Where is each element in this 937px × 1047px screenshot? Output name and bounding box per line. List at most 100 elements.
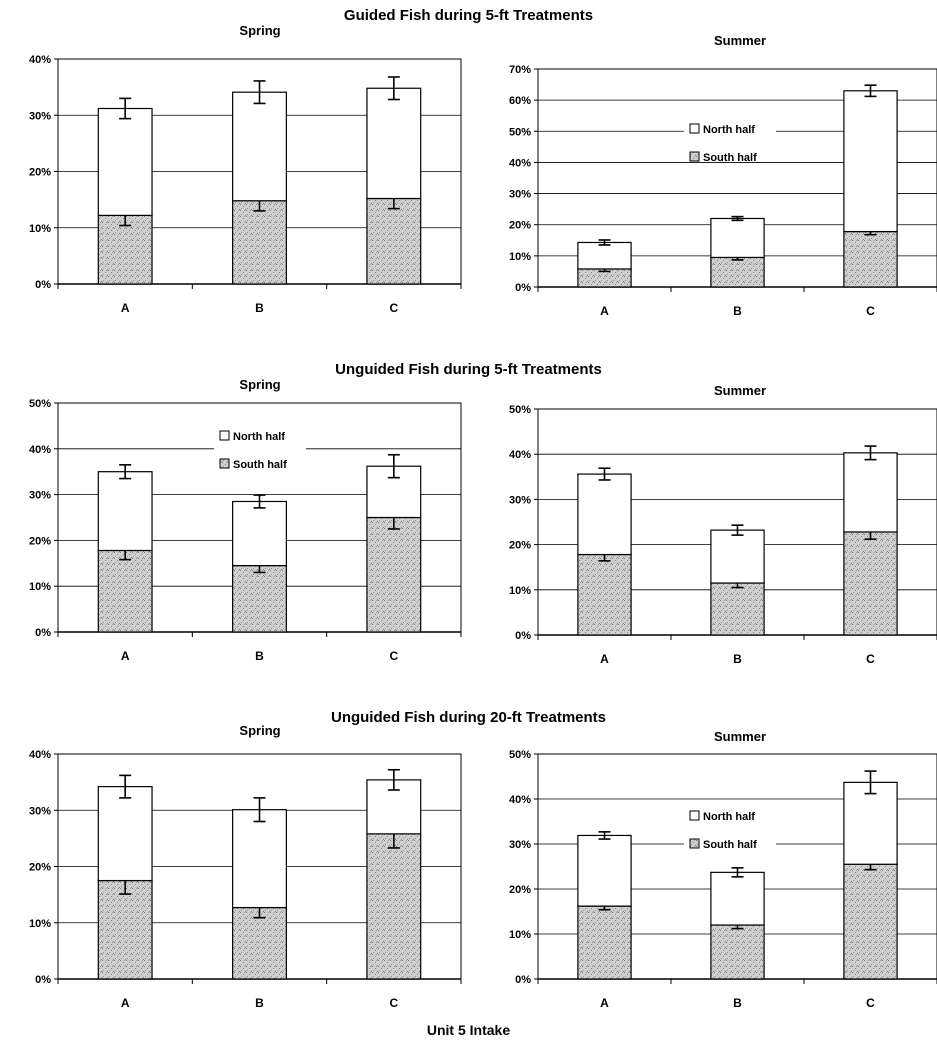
legend: North half South half bbox=[684, 114, 776, 164]
legend-label-north: North half bbox=[703, 811, 755, 823]
bar-north-half bbox=[710, 217, 765, 259]
y-tick-label: 10% bbox=[509, 251, 531, 263]
x-tick-label: C bbox=[866, 652, 875, 666]
legend-swatch-south bbox=[689, 838, 700, 849]
x-tick-label: B bbox=[733, 304, 742, 318]
section-title-unguided-5ft: Unguided Fish during 5-ft Treatments bbox=[335, 361, 602, 378]
x-tick-label: B bbox=[733, 996, 742, 1010]
y-tick-label: 30% bbox=[509, 189, 531, 201]
panel-title-unguided20-spring: Spring bbox=[239, 723, 281, 738]
bar-north-half bbox=[97, 786, 153, 882]
y-tick-label: 50% bbox=[29, 398, 51, 410]
chart-panel-4: 0% 10% 20% 30% 40% A B C bbox=[29, 749, 462, 1010]
bar-north-half bbox=[97, 107, 153, 216]
legend-label-south: South half bbox=[703, 152, 757, 164]
x-tick-label: B bbox=[733, 652, 742, 666]
y-tick-label: 20% bbox=[29, 167, 51, 179]
bar-north-half bbox=[710, 871, 765, 926]
bar-south-half bbox=[366, 833, 422, 980]
legend-swatch-south bbox=[219, 458, 230, 469]
y-tick-label: 20% bbox=[509, 884, 531, 896]
bar-north-half bbox=[843, 90, 898, 233]
x-tick-label: C bbox=[389, 301, 398, 315]
panel-title-unguided5-spring: Spring bbox=[239, 377, 281, 392]
legend-swatch-north bbox=[219, 430, 230, 441]
x-tick-label: C bbox=[389, 649, 398, 663]
y-tick-label: 0% bbox=[515, 630, 531, 642]
y-tick-label: 40% bbox=[509, 157, 531, 169]
bar-south-half bbox=[710, 582, 765, 636]
y-tick-label: 30% bbox=[29, 110, 51, 122]
panel-title-guided-spring: Spring bbox=[239, 23, 281, 38]
y-tick-label: 40% bbox=[29, 54, 51, 66]
y-tick-label: 60% bbox=[509, 95, 531, 107]
panel-title-guided-summer: Summer bbox=[713, 33, 767, 48]
x-tick-label: A bbox=[121, 649, 130, 663]
y-tick-label: 30% bbox=[29, 490, 51, 502]
x-tick-label: A bbox=[121, 301, 130, 315]
y-tick-label: 0% bbox=[35, 279, 51, 291]
chart-panel-0: 0% 10% 20% 30% 40% A B C bbox=[29, 54, 462, 315]
bar-south-half bbox=[232, 564, 287, 633]
y-tick-label: 0% bbox=[515, 974, 531, 986]
section-title-guided-5ft: Guided Fish during 5-ft Treatments bbox=[343, 7, 594, 24]
y-tick-label: 10% bbox=[509, 929, 531, 941]
y-tick-label: 10% bbox=[29, 223, 51, 235]
bar-north-half bbox=[232, 91, 287, 202]
x-tick-label: C bbox=[866, 304, 875, 318]
chart-panel-2: 0% 10% 20% 30% 40% 50% A B C North half South half bbox=[29, 398, 462, 663]
legend: North half South half bbox=[684, 801, 776, 851]
panel-title-unguided20-summer: Summer bbox=[713, 729, 767, 744]
bar-south-half bbox=[232, 200, 287, 285]
y-tick-label: 20% bbox=[509, 220, 531, 232]
bar-south-half bbox=[577, 553, 632, 636]
legend-label-south: South half bbox=[703, 839, 757, 851]
x-tick-label: C bbox=[389, 996, 398, 1010]
bar-north-half bbox=[232, 809, 287, 909]
x-tick-label: B bbox=[255, 649, 264, 663]
bar-south-half bbox=[97, 549, 153, 633]
x-tick-label: A bbox=[600, 652, 609, 666]
bar-south-half bbox=[366, 197, 422, 285]
y-tick-label: 50% bbox=[509, 126, 531, 138]
y-tick-label: 40% bbox=[29, 444, 51, 456]
bar-south-half bbox=[710, 924, 765, 980]
y-tick-label: 20% bbox=[29, 862, 51, 874]
y-tick-label: 30% bbox=[29, 805, 51, 817]
y-tick-label: 0% bbox=[515, 282, 531, 294]
section-title-unguided-20ft: Unguided Fish during 20-ft Treatments bbox=[330, 709, 607, 726]
y-tick-label: 30% bbox=[509, 494, 531, 506]
y-tick-label: 20% bbox=[29, 535, 51, 547]
bar-south-half bbox=[232, 906, 287, 980]
x-tick-label: C bbox=[866, 996, 875, 1010]
y-tick-label: 30% bbox=[509, 839, 531, 851]
y-tick-label: 70% bbox=[509, 64, 531, 76]
bar-south-half bbox=[366, 516, 422, 633]
figure-caption: Unit 5 Intake bbox=[426, 1022, 511, 1038]
x-tick-label: A bbox=[600, 304, 609, 318]
y-tick-label: 10% bbox=[509, 585, 531, 597]
chart-panel-3: 0% 10% 20% 30% 40% 50% A B C bbox=[509, 404, 937, 666]
bar-north-half bbox=[232, 500, 287, 567]
bar-south-half bbox=[97, 879, 153, 980]
bar-south-half bbox=[843, 230, 898, 288]
legend: North half South half bbox=[214, 421, 306, 471]
legend-swatch-north bbox=[689, 123, 700, 134]
y-tick-label: 40% bbox=[509, 449, 531, 461]
bar-south-half bbox=[710, 256, 765, 288]
bar-north-half bbox=[366, 87, 422, 200]
bar-north-half bbox=[577, 834, 632, 907]
y-tick-label: 40% bbox=[509, 794, 531, 806]
chart-panel-1: 0% 10% 20% 30% 40% 50% 60% 70% A B C North half Sout… bbox=[509, 64, 937, 318]
y-tick-label: 10% bbox=[29, 918, 51, 930]
bar-north-half bbox=[577, 473, 632, 556]
y-tick-label: 0% bbox=[35, 974, 51, 986]
y-tick-label: 10% bbox=[29, 581, 51, 593]
legend-label-north: North half bbox=[233, 431, 285, 443]
bar-south-half bbox=[97, 214, 153, 285]
x-tick-label: B bbox=[255, 996, 264, 1010]
x-tick-label: A bbox=[121, 996, 130, 1010]
y-tick-label: 40% bbox=[29, 749, 51, 761]
